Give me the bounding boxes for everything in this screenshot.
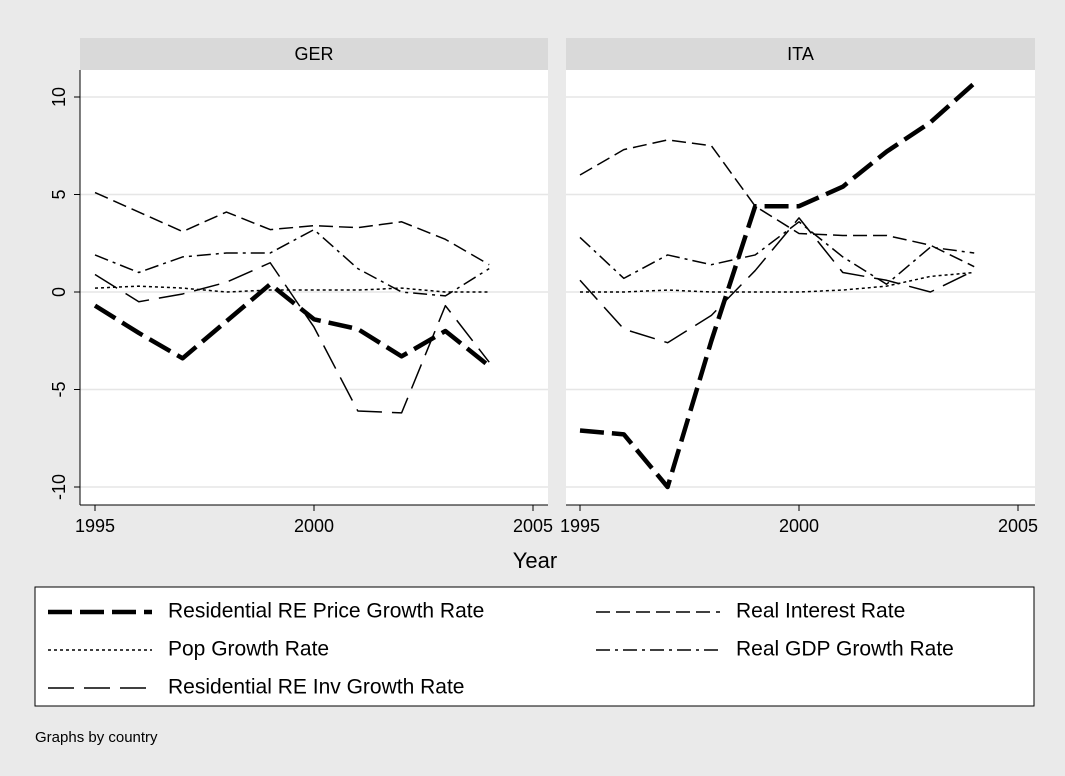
x-tick-label: 1995 [75, 516, 115, 536]
note: Graphs by country [35, 729, 158, 746]
legend-label: Residential RE Inv Growth Rate [168, 676, 464, 699]
y-tick-label: -5 [49, 381, 69, 397]
facet-title: GER [294, 44, 333, 64]
x-tick-label: 2000 [779, 516, 819, 536]
series-line [579, 221, 975, 285]
x-tick-label: 2005 [998, 516, 1038, 536]
series-line [94, 262, 490, 414]
plot-area [566, 70, 1035, 505]
series-line [93, 281, 491, 368]
facet-strip [80, 38, 548, 70]
series-line [579, 217, 975, 344]
y-tick-label: 0 [49, 287, 69, 297]
plot-area [80, 70, 548, 505]
legend-box [34, 586, 1035, 707]
x-axis-title: Year [513, 548, 557, 573]
y-tick-label: 5 [49, 189, 69, 199]
y-tick-label: 10 [49, 87, 69, 107]
legend-label: Real Interest Rate [736, 600, 905, 623]
x-tick-label: 1995 [560, 516, 600, 536]
series-line [94, 191, 490, 266]
series-line [579, 81, 976, 490]
legend-label: Residential RE Price Growth Rate [168, 600, 484, 623]
facet-title: ITA [787, 44, 814, 64]
facet-strip [566, 38, 1035, 70]
series-line [579, 139, 975, 268]
x-tick-label: 2000 [294, 516, 334, 536]
y-tick-label: -10 [49, 474, 69, 500]
legend-label: Pop Growth Rate [168, 638, 329, 661]
x-tick-label: 2005 [513, 516, 553, 536]
legend-label: Real GDP Growth Rate [736, 638, 954, 661]
series-line [94, 228, 490, 297]
